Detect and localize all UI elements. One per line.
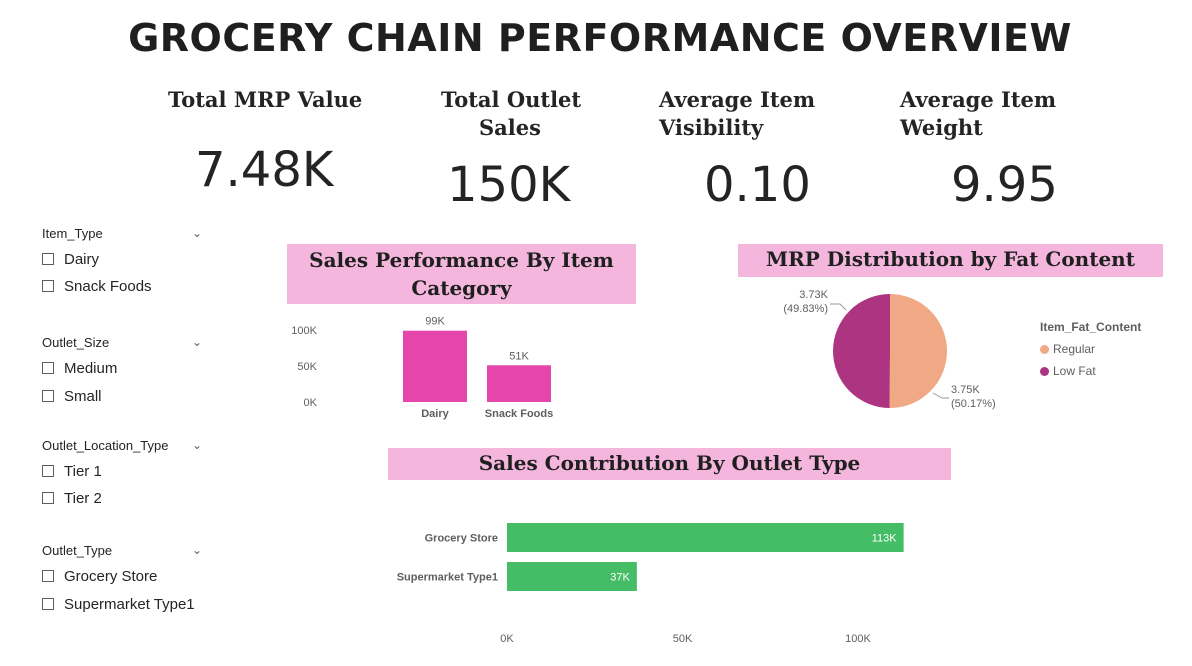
data-label: 99K <box>425 316 445 328</box>
kpi-weight-label: Average Item Weight <box>900 86 1056 142</box>
legend-label: Regular <box>1053 342 1096 356</box>
y-tick-label: 0K <box>304 397 318 409</box>
option-label: Tier 1 <box>64 462 102 480</box>
option-label: Dairy <box>64 250 100 268</box>
bar-dairy[interactable] <box>403 330 467 402</box>
checkbox-icon[interactable] <box>42 570 54 582</box>
option-label: Snack Foods <box>64 277 152 295</box>
legend-item-regular[interactable]: Regular <box>1040 342 1141 356</box>
outlet-type-bar-chart: Grocery Store 113K Supermarket Type1 37K 0K 5… <box>397 523 904 645</box>
slicer-title: Outlet_Size <box>42 334 110 350</box>
hbar-grocery-store[interactable] <box>507 523 904 552</box>
chevron-down-icon[interactable]: ⌄ <box>191 438 202 452</box>
leader-line <box>830 303 847 311</box>
chart-title-item-category: Sales Performance By Item Category <box>287 244 636 304</box>
kpi-visibility-label: Average Item Visibility <box>659 86 815 142</box>
kpi-label-line: Weight <box>900 115 983 140</box>
slicer-option-supermarket-type1[interactable]: Supermarket Type1 <box>42 593 202 615</box>
option-label: Small <box>64 387 102 405</box>
kpi-label-line: Visibility <box>659 115 764 140</box>
checkbox-icon[interactable] <box>42 280 54 292</box>
slicer-title: Outlet_Type <box>42 542 113 558</box>
slicer-option-dairy[interactable]: Dairy <box>42 248 202 270</box>
legend-dot-icon <box>1040 344 1049 354</box>
category-label: Snack Foods <box>485 408 553 420</box>
checkbox-icon[interactable] <box>42 492 54 504</box>
kpi-total-sales-label: Total Outlet Sales <box>441 86 581 142</box>
category-label: Supermarket Type1 <box>397 572 498 584</box>
checkbox-icon[interactable] <box>42 598 54 610</box>
hbar-supermarket-type1[interactable] <box>507 562 637 591</box>
slice-value-label: 3.75K <box>951 384 980 396</box>
x-tick-label: 100K <box>845 633 871 645</box>
chart-title-outlet-type: Sales Contribution By Outlet Type <box>388 448 951 480</box>
x-tick-label: 50K <box>673 633 693 645</box>
option-label: Supermarket Type1 <box>64 595 195 613</box>
slicer-option-snack-foods[interactable]: Snack Foods <box>42 275 202 297</box>
y-tick-label: 100K <box>291 325 317 337</box>
checkbox-icon[interactable] <box>42 362 54 374</box>
kpi-total-sales-value: 150K <box>447 157 571 213</box>
slicer-outlet-location-type: Outlet_Location_Type ⌄ Tier 1 Tier 2 <box>42 436 202 509</box>
legend-label: Low Fat <box>1053 364 1096 378</box>
slice-value-label: 3.73K <box>799 289 828 301</box>
data-label: 113K <box>872 533 898 545</box>
slicer-option-grocery-store[interactable]: Grocery Store <box>42 565 202 587</box>
item-category-bar-chart: 0K 50K 100K 99K Dairy 51K Snack Foods <box>291 316 553 420</box>
kpi-label-line: Sales <box>479 115 541 140</box>
slicer-outlet-type: Outlet_Type ⌄ Grocery Store Supermarket … <box>42 541 202 615</box>
chevron-down-icon[interactable]: ⌄ <box>191 226 202 240</box>
kpi-total-mrp-label: Total MRP Value <box>168 86 362 114</box>
leader-line <box>932 392 949 399</box>
fat-content-pie-chart: 3.75K (50.17%) 3.73K (49.83%) <box>783 289 996 410</box>
legend-item-low-fat[interactable]: Low Fat <box>1040 364 1141 378</box>
category-label: Grocery Store <box>425 533 498 545</box>
chart-title-fat-content: MRP Distribution by Fat Content <box>738 244 1163 277</box>
kpi-label-line: Average Item <box>659 87 816 112</box>
pie-legend: Item_Fat_Content Regular Low Fat <box>1040 320 1141 378</box>
checkbox-icon[interactable] <box>42 465 54 477</box>
data-label: 37K <box>610 572 630 584</box>
pie-slice-regular[interactable] <box>889 294 947 408</box>
slicer-option-tier-1[interactable]: Tier 1 <box>42 460 202 482</box>
slicer-title: Outlet_Location_Type <box>42 437 169 453</box>
page-title: GROCERY CHAIN PERFORMANCE OVERVIEW <box>128 16 1072 60</box>
legend-dot-icon <box>1040 366 1049 376</box>
option-label: Tier 2 <box>64 489 102 507</box>
chevron-down-icon[interactable]: ⌄ <box>191 335 202 349</box>
chevron-down-icon[interactable]: ⌄ <box>191 543 202 557</box>
checkbox-icon[interactable] <box>42 253 54 265</box>
slice-percent-label: (50.17%) <box>951 398 996 410</box>
kpi-label-line: Average Item <box>900 87 1057 112</box>
x-tick-label: 0K <box>500 633 514 645</box>
slicer-title: Item_Type <box>42 225 103 241</box>
kpi-label-line: Total MRP Value <box>168 87 363 112</box>
slicer-option-medium[interactable]: Medium <box>42 357 202 379</box>
kpi-total-mrp-value: 7.48K <box>195 142 334 198</box>
kpi-label-line: Total Outlet <box>441 87 582 112</box>
legend-title: Item_Fat_Content <box>1040 320 1142 334</box>
slice-percent-label: (49.83%) <box>783 303 828 315</box>
slicer-option-small[interactable]: Small <box>42 385 202 407</box>
slicer-item-type: Item_Type ⌄ Dairy Snack Foods <box>42 224 202 297</box>
option-label: Medium <box>64 359 118 377</box>
checkbox-icon[interactable] <box>42 390 54 402</box>
chart-title-line: Category <box>411 276 512 300</box>
chart-title-line: Sales Performance By Item <box>309 248 614 272</box>
option-label: Grocery Store <box>64 567 158 585</box>
slicer-option-tier-2[interactable]: Tier 2 <box>42 487 202 509</box>
category-label: Dairy <box>421 408 449 420</box>
kpi-visibility-value: 0.10 <box>704 157 811 213</box>
y-tick-label: 50K <box>297 361 317 373</box>
slicer-outlet-size: Outlet_Size ⌄ Medium Small <box>42 333 202 407</box>
pie-slice-low-fat[interactable] <box>833 294 890 408</box>
bar-snack-foods[interactable] <box>487 365 551 402</box>
data-label: 51K <box>509 350 529 362</box>
kpi-weight-value: 9.95 <box>951 157 1058 213</box>
